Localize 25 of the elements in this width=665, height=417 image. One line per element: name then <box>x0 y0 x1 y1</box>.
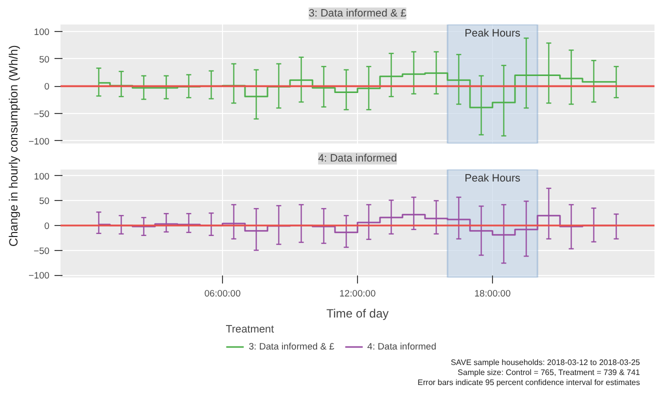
chart-title: 3: Data informed & £ <box>308 8 406 20</box>
y-tick-label: 0 <box>44 82 50 92</box>
x-tick-label: 18:00:00 <box>474 288 511 298</box>
text: Sample size: Control = 765, Treatment = 739 & 741 <box>458 368 640 377</box>
x-tick-label: 06:00:00 <box>204 288 241 298</box>
y-tick-label: 0 <box>44 220 50 231</box>
x-tick-label: 12:00:00 <box>339 288 376 298</box>
y-axis-title: Change in hourly consumption (Wh/h) <box>6 45 21 247</box>
y-tick-label: 100 <box>34 171 50 182</box>
y-tick-label: −100 <box>28 136 50 146</box>
legend-label: 3: Data informed & £ <box>248 342 334 352</box>
y-tick-label: −50 <box>34 246 50 256</box>
legend-label: 4: Data informed <box>367 342 436 352</box>
y-tick-label: 50 <box>39 196 50 206</box>
band-label: Peak Hours <box>464 28 520 40</box>
y-tick-label: 50 <box>39 54 50 64</box>
chart-title: 4: Data informed <box>318 152 397 164</box>
y-tick-label: 100 <box>34 27 50 38</box>
y-tick-label: −100 <box>28 270 50 281</box>
x-axis-title: Time of day <box>326 306 389 320</box>
y-tick-label: −50 <box>34 108 50 119</box>
text: SAVE sample households: 2018-03-12 to 2018-03-25 <box>450 358 640 367</box>
band-label: Peak Hours <box>464 172 520 184</box>
legend-title: Treatment <box>226 324 275 336</box>
text: Error bars indicate 95 percent confidence interval for estimates <box>418 378 640 387</box>
